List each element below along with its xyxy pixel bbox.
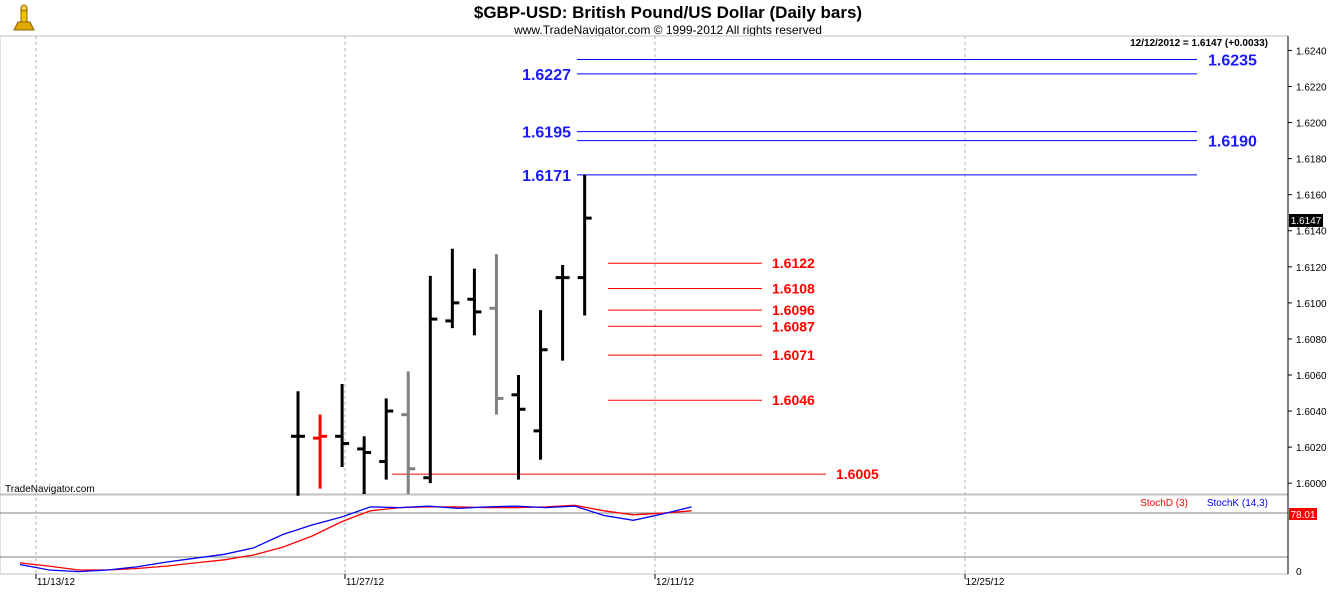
last-quote: 12/12/2012 = 1.6147 (+0.0033) [1130,38,1268,49]
level-label: 1.6046 [772,392,815,408]
y-tick-label: 1.6160 [1296,191,1327,202]
y-axis: 1.6000 1.6020 1.6040 1.6060 1.6080 1.6100 1.61… [1287,36,1327,578]
y-tick-label: 1.6140 [1296,227,1327,238]
stochastic-y-tick-label: 0 [1296,567,1302,578]
y-tick-label: 1.6120 [1296,263,1327,274]
stochastic-lines [19,504,692,573]
y-tick-label: 1.6240 [1296,46,1327,57]
price-bar [379,398,394,480]
y-tick-label: 1.6060 [1296,371,1327,382]
price-bar [533,310,548,460]
y-tick-label: 1.6040 [1296,407,1327,418]
price-bar [313,414,328,489]
price-bar [577,174,592,316]
level-label: 1.6171 [522,168,571,185]
price-bar [467,268,482,336]
chart-subtitle: www.TradeNavigator.com © 1999-2012 All r… [513,23,822,37]
level-lines: 1.6235 1.6227 1.6195 1.6190 1.6171 1.6122 1.61… [392,52,1257,482]
last-price-tag: 1.6147 [1289,214,1323,227]
stochastic-panel [0,494,1289,575]
logo [10,4,36,32]
level-label: 1.6005 [836,466,879,482]
legend-stochd: StochD (3) [1140,498,1188,509]
x-tick-label: 11/13/12 [37,577,76,588]
legend-stochk: StochK (14,3) [1207,498,1268,509]
price-bar [357,436,372,494]
y-tick-label: 1.6100 [1296,299,1327,310]
y-tick-label: 1.6200 [1296,119,1327,130]
price-bar [291,391,305,496]
price-bar [445,248,460,329]
level-label: 1.6235 [1208,52,1257,69]
y-tick-label: 1.6080 [1296,335,1327,346]
price-bar [335,384,350,467]
y-tick-label: 1.6220 [1296,82,1327,93]
price-bar [401,371,416,494]
price-panel [0,35,1289,495]
y-tick-label: 1.6020 [1296,443,1327,454]
last-price-label: 1.6147 [1291,216,1322,227]
level-label: 1.6122 [772,255,815,271]
series-line-stochd [19,504,692,571]
level-label: 1.6190 [1208,134,1257,151]
level-label: 1.6195 [522,125,571,142]
price-bar [555,265,570,361]
x-tick-label: 12/11/12 [656,577,695,588]
stochastic-value-label: 78.01 [1290,510,1315,521]
chart-title: $GBP-USD: British Pound/US Dollar (Daily… [474,3,862,22]
y-tick-label: 1.6000 [1296,479,1327,490]
y-tick-label: 1.6180 [1296,155,1327,166]
level-label: 1.6227 [522,67,571,84]
series-line-stochk [19,505,692,573]
price-bar [511,374,526,480]
x-tick-label: 12/25/12 [966,577,1005,588]
level-label: 1.6087 [772,318,815,334]
price-bar [423,275,438,484]
x-axis: 11/13/12 11/27/12 12/11/12 12/25/12 [35,574,1005,588]
stochastic-value-tag: 78.01 [1289,508,1317,521]
level-label: 1.6108 [772,280,815,296]
level-label: 1.6071 [772,347,815,363]
price-bars [291,174,592,496]
x-tick-label: 11/27/12 [346,577,385,588]
watermark: TradeNavigator.com [5,484,95,495]
level-label: 1.6096 [772,302,815,318]
price-bar [489,254,504,415]
